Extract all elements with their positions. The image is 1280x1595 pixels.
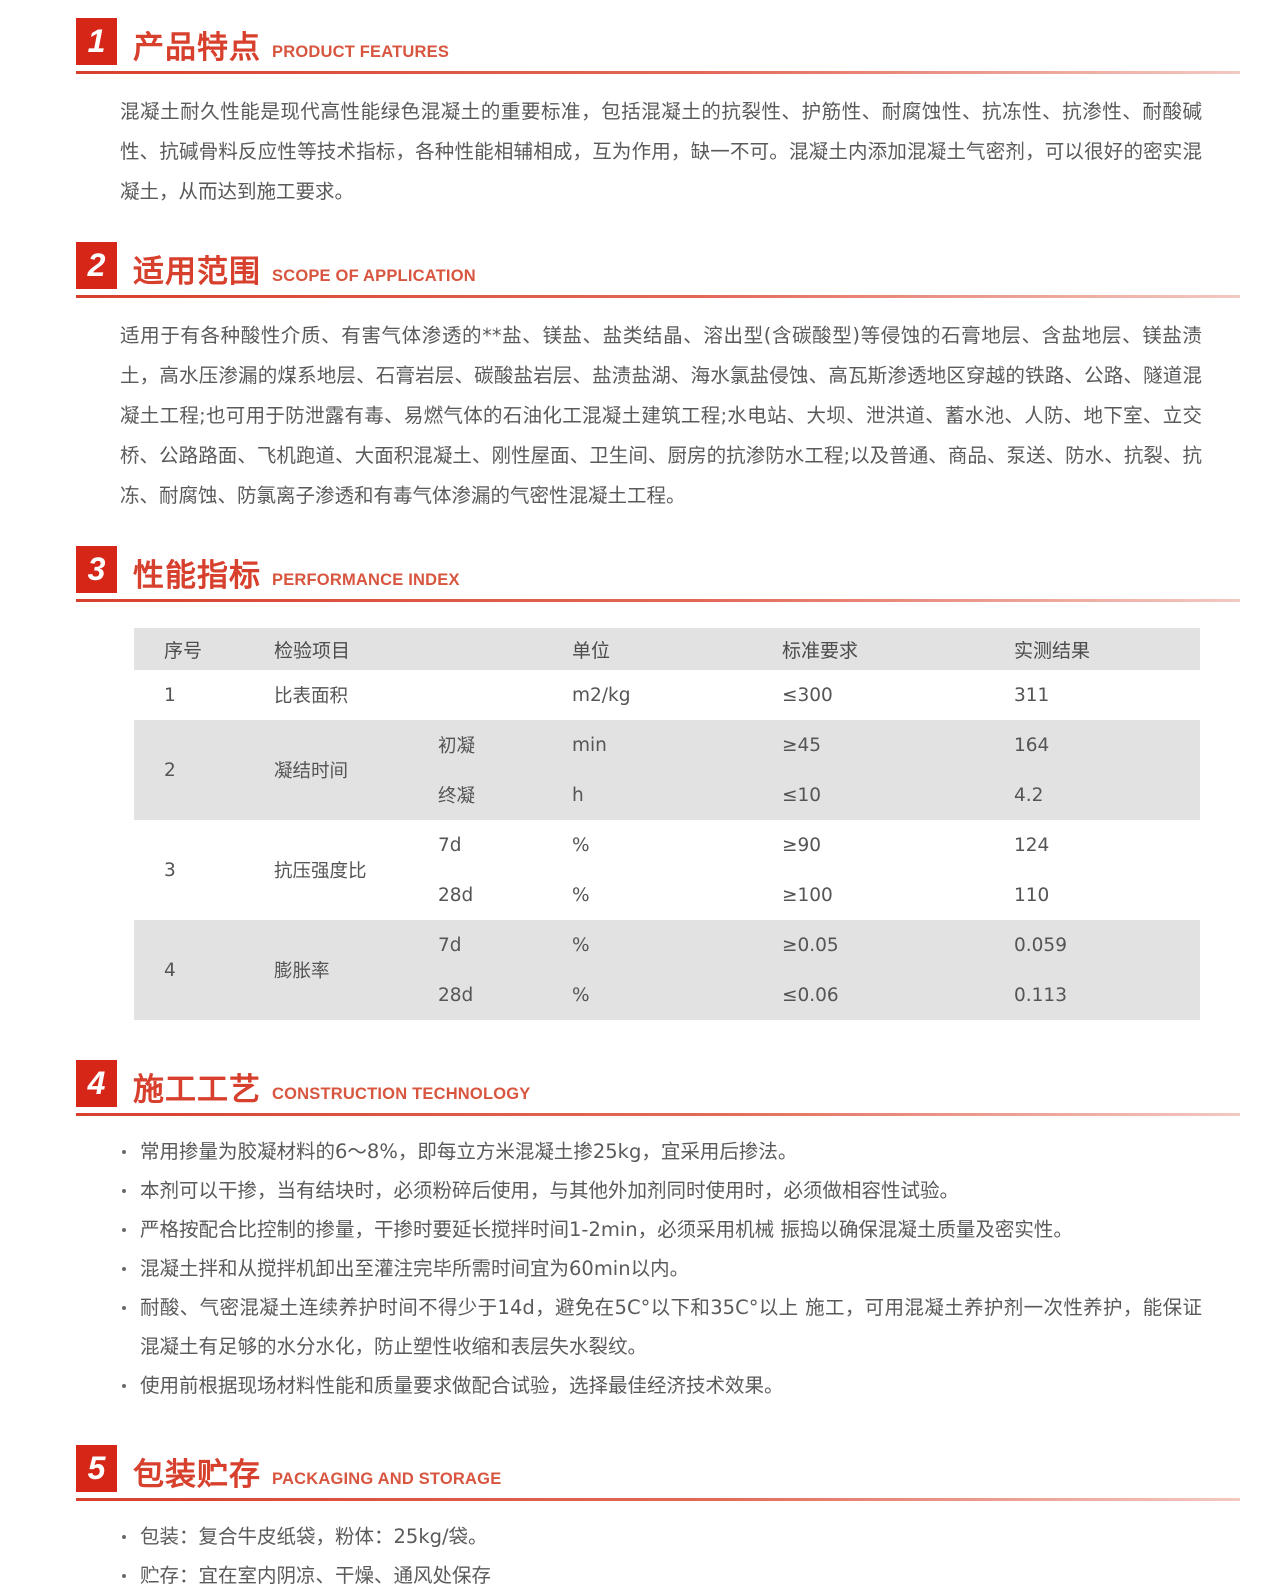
- list-item: 严格按配合比控制的掺量，干掺时要延长搅拌时间1-2min，必须采用机械 振捣以确…: [118, 1210, 1202, 1249]
- cell-sub-item: 7d: [438, 934, 462, 956]
- cell-standard: ≤10: [782, 784, 822, 806]
- cell-actual: 0.113: [1014, 984, 1067, 1006]
- cell-unit: min: [572, 734, 607, 756]
- cell-standard: ≥45: [782, 734, 822, 756]
- section-title-cn: 适用范围: [133, 254, 261, 291]
- section-header: 3 性能指标 PERFORMANCE INDEX: [0, 546, 1280, 593]
- cell-unit: h: [572, 784, 584, 806]
- section-number-badge: 2: [76, 242, 117, 289]
- cell-standard: ≥90: [782, 834, 822, 856]
- list-item: 常用掺量为胶凝材料的6～8%，即每立方米混凝土掺25kg，宜采用后掺法。: [118, 1132, 1202, 1171]
- section-header: 2 适用范围 SCOPE OF APPLICATION: [0, 242, 1280, 289]
- table-header-row: 序号 检验项目 单位 标准要求 实测结果: [134, 628, 1200, 670]
- col-header-actual: 实测结果: [1014, 639, 1091, 662]
- section-title-en: PRODUCT FEATURES: [272, 43, 450, 61]
- section-divider: [76, 1498, 1240, 1501]
- section-number-badge: 4: [76, 1060, 117, 1107]
- section-header: 5 包装贮存 PACKAGING AND STORAGE: [0, 1445, 1280, 1492]
- cell-item: 抗压强度比: [274, 861, 367, 882]
- cell-standard: ≥100: [782, 884, 833, 906]
- col-header-standard: 标准要求: [782, 639, 859, 662]
- section-number-badge: 5: [76, 1445, 117, 1492]
- cell-sub-item: 终凝: [438, 786, 476, 807]
- cell-sub-item: 28d: [438, 884, 474, 906]
- table-row: 3 抗压强度比 7d% ≥90 124: [134, 820, 1200, 882]
- performance-index-table: 序号 检验项目 单位 标准要求 实测结果 1 比表面积 m2/kg ≤300 311 2 凝…: [134, 628, 1200, 1020]
- cell-actual: 4.2: [1014, 784, 1044, 806]
- table-header: 序号 检验项目 单位 标准要求 实测结果: [134, 628, 1200, 670]
- cell-item: 比表面积: [274, 686, 349, 707]
- table-row: 2 凝结时间 初凝 min ≥45 164: [134, 720, 1200, 782]
- list-item: 使用前根据现场材料性能和质量要求做配合试验，选择最佳经济技术效果。: [118, 1366, 1202, 1405]
- section-number-badge: 1: [76, 18, 117, 65]
- cell-standard: ≥0.05: [782, 934, 839, 956]
- cell-unit: %: [572, 884, 590, 906]
- section-divider: [76, 71, 1240, 74]
- col-header-item: 检验项目: [274, 639, 351, 662]
- table-row: 1 比表面积 m2/kg ≤300 311: [134, 670, 1200, 720]
- section-packaging-and-storage: 5 包装贮存 PACKAGING AND STORAGE 包装：复合牛皮纸袋，粉…: [0, 1445, 1280, 1595]
- section-divider: [76, 1113, 1240, 1116]
- section-title-cn: 包装贮存: [133, 1457, 261, 1494]
- list-item: 本剂可以干掺，当有结块时，必须粉碎后使用，与其他外加剂同时使用时，必须做相容性试…: [118, 1171, 1202, 1210]
- cell-sub-item: [422, 670, 562, 720]
- section-header: 1 产品特点 PRODUCT FEATURES: [0, 18, 1280, 65]
- list-item: 贮存：宜在室内阴凉、干燥、通风处保存: [118, 1556, 1202, 1595]
- section-title-en: SCOPE OF APPLICATION: [272, 267, 476, 285]
- cell-actual: 164: [1014, 734, 1050, 756]
- section-title-en: CONSTRUCTION TECHNOLOGY: [272, 1085, 531, 1103]
- section-product-features: 1 产品特点 PRODUCT FEATURES 混凝土耐久性能是现代高性能绿色混…: [0, 18, 1280, 212]
- table-row: 4 膨胀率 7d% ≥0.05 0.059: [134, 920, 1200, 982]
- section-number-badge: 3: [76, 546, 117, 593]
- section-performance-index: 3 性能指标 PERFORMANCE INDEX 序号 检验项目 单位 标准要求…: [0, 546, 1280, 1020]
- cell-item: 膨胀率: [274, 961, 330, 982]
- list-item: 包装：复合牛皮纸袋，粉体：25kg/袋。: [118, 1517, 1202, 1556]
- cell-unit: %: [572, 984, 590, 1006]
- section-divider: [76, 599, 1240, 602]
- table-body: 1 比表面积 m2/kg ≤300 311 2 凝结时间 初凝 min ≥45 164 终凝 h ≤10 4…: [134, 670, 1200, 1020]
- cell-sub-item: 7d: [438, 834, 462, 856]
- cell-actual: 124: [1014, 834, 1050, 856]
- cell-unit: %: [572, 934, 590, 956]
- cell-actual: 110: [1014, 884, 1050, 906]
- list-item: 混凝土拌和从搅拌机卸出至灌注完毕所需时间宜为60min以内。: [118, 1249, 1202, 1288]
- cell-standard: ≤300: [782, 684, 833, 706]
- cell-actual: 0.059: [1014, 934, 1067, 956]
- col-header-unit: 单位: [572, 639, 611, 662]
- section-title-cn: 性能指标: [133, 558, 261, 595]
- section-title-cn: 施工工艺: [133, 1072, 261, 1109]
- performance-table-wrapper: 序号 检验项目 单位 标准要求 实测结果 1 比表面积 m2/kg ≤300 311 2 凝…: [134, 628, 1200, 1020]
- cell-actual: 311: [1014, 684, 1050, 706]
- product-features-paragraph: 混凝土耐久性能是现代高性能绿色混凝土的重要标准，包括混凝土的抗裂性、护筋性、耐腐…: [120, 100, 1202, 203]
- cell-standard: ≤0.06: [782, 984, 839, 1006]
- section-title-en: PERFORMANCE INDEX: [272, 571, 460, 589]
- section-divider: [76, 295, 1240, 298]
- cell-sub-item: 初凝: [438, 736, 476, 757]
- construction-bullet-list: 常用掺量为胶凝材料的6～8%，即每立方米混凝土掺25kg，宜采用后掺法。 本剂可以…: [118, 1132, 1202, 1405]
- section-header: 4 施工工艺 CONSTRUCTION TECHNOLOGY: [0, 1060, 1280, 1107]
- cell-unit: m2/kg: [572, 684, 631, 706]
- section-scope-of-application: 2 适用范围 SCOPE OF APPLICATION 适用于有各种酸性介质、有…: [0, 242, 1280, 516]
- cell-no: 2: [164, 759, 176, 781]
- scope-of-application-paragraph: 适用于有各种酸性介质、有害气体渗透的**盐、镁盐、盐类结晶、溶出型(含碳酸型)等…: [120, 324, 1202, 507]
- section-construction-technology: 4 施工工艺 CONSTRUCTION TECHNOLOGY 常用掺量为胶凝材料…: [0, 1060, 1280, 1405]
- cell-no: 3: [164, 859, 176, 881]
- col-header-no: 序号: [164, 639, 203, 662]
- cell-unit: %: [572, 834, 590, 856]
- cell-no: 1: [164, 684, 176, 706]
- cell-no: 4: [164, 959, 176, 981]
- section-title-cn: 产品特点: [133, 30, 261, 67]
- list-item: 耐酸、气密混凝土连续养护时间不得少于14d，避免在5C°以下和35C°以上 施工…: [118, 1288, 1202, 1366]
- cell-item: 凝结时间: [274, 761, 349, 782]
- packaging-bullet-list: 包装：复合牛皮纸袋，粉体：25kg/袋。 贮存：宜在室内阴凉、干燥、通风处保存: [118, 1517, 1202, 1595]
- section-title-en: PACKAGING AND STORAGE: [272, 1470, 502, 1488]
- cell-sub-item: 28d: [438, 984, 474, 1006]
